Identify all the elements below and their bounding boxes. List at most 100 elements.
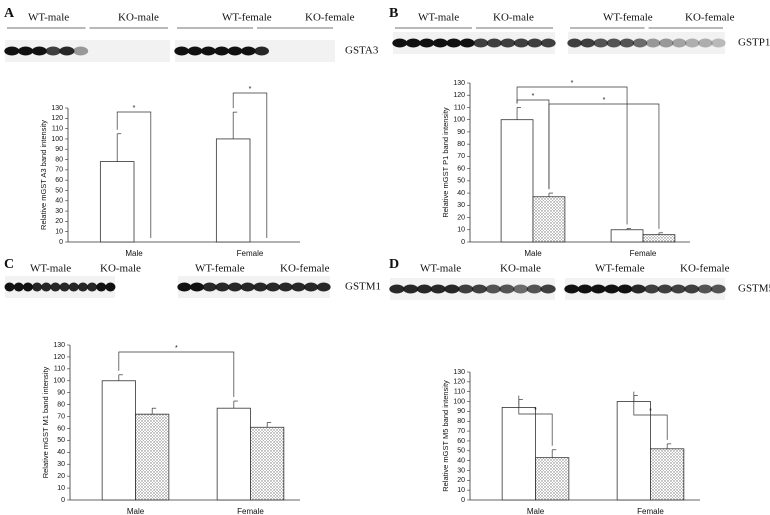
blot-band [201, 46, 216, 56]
panel: A WT-male KO-male WT-female KO-female GSTA3 0 1… [4, 6, 379, 258]
significance-bracket [548, 103, 660, 229]
panel-label: D [389, 257, 399, 272]
blot-band [697, 284, 713, 294]
blot-band [31, 46, 47, 56]
blot-band [711, 284, 726, 294]
blot-band [527, 38, 543, 48]
significance-label: * [249, 86, 252, 93]
blot-band [77, 282, 88, 292]
y-tick-label: 20 [55, 218, 63, 225]
bar [616, 401, 651, 501]
blot-band [32, 282, 43, 292]
x-tick-label: Female [637, 507, 664, 515]
protein-label: GSTA3 [345, 45, 379, 57]
bar [215, 138, 251, 243]
blot-label: WT-male [30, 263, 71, 275]
blot-band [580, 38, 595, 48]
blot-band [50, 282, 61, 292]
y-tick-label: 130 [453, 369, 465, 376]
blot-band [485, 284, 501, 294]
blot-band [416, 284, 432, 294]
blot-band [711, 38, 726, 48]
x-tick-label: Female [237, 249, 264, 258]
blot-band [105, 282, 116, 292]
blot-band [444, 284, 460, 294]
y-tick-label: 40 [55, 198, 63, 205]
blot-band [187, 46, 203, 56]
y-tick-label: 0 [61, 497, 65, 504]
bar [101, 380, 136, 501]
y-tick-label: 50 [457, 178, 465, 185]
y-tick-label: 120 [53, 354, 65, 361]
significance-bracket [633, 391, 668, 440]
blot-strip [5, 40, 170, 62]
significance-label: * [649, 408, 652, 415]
bar [500, 119, 534, 243]
significance-bracket [232, 92, 268, 238]
y-axis-label: Relative mGST A3 band intensity [39, 120, 48, 230]
blot-band [41, 282, 52, 292]
significance-bracket [518, 395, 553, 446]
bar [642, 234, 676, 243]
blot-label: KO-male [100, 263, 141, 275]
y-tick-label: 0 [461, 239, 465, 246]
y-tick-label: 90 [55, 146, 63, 153]
blot-band [619, 38, 635, 48]
blot-band [240, 282, 255, 292]
blot-label: WT-female [603, 12, 653, 24]
y-tick-label: 30 [55, 208, 63, 215]
blot-band [389, 284, 405, 294]
blot-band [577, 284, 593, 294]
y-tick-label: 110 [454, 104, 465, 111]
blot-band [567, 38, 582, 48]
blot-band [486, 38, 502, 48]
blot-label: WT-male [28, 12, 69, 24]
blot-band [513, 284, 529, 294]
blot-band [22, 282, 33, 292]
blot-label: KO-male [500, 263, 541, 275]
y-tick-label: 70 [57, 413, 65, 420]
blot-band [45, 46, 61, 56]
y-tick-label: 10 [457, 487, 465, 494]
protein-label: GSTP1 [738, 37, 770, 49]
y-tick-label: 130 [51, 105, 63, 112]
panel: B WT-male KO-male WT-female KO-female GSTP1 0 1… [389, 6, 770, 258]
blot-band [499, 284, 515, 294]
blot-label: KO-female [680, 263, 730, 275]
y-tick-label: 60 [57, 425, 65, 432]
blot-label: KO-male [493, 12, 534, 24]
blot-band [430, 284, 446, 294]
blot-band [278, 282, 293, 292]
significance-bracket [118, 351, 235, 398]
panel-label: C [4, 257, 14, 272]
blot-band [254, 46, 269, 56]
blot-band [471, 284, 487, 294]
blot-band [304, 282, 318, 292]
blot-band [632, 38, 648, 48]
blot-band [227, 46, 243, 56]
y-tick-label: 0 [461, 497, 465, 504]
blot-band [68, 282, 79, 292]
significance-label: * [603, 97, 606, 104]
x-tick-label: Male [524, 249, 542, 258]
y-tick-label: 70 [457, 153, 465, 160]
y-tick-label: 0 [59, 239, 63, 246]
blot-band [87, 282, 98, 292]
y-tick-label: 130 [453, 80, 465, 87]
y-tick-label: 30 [457, 467, 465, 474]
y-tick-label: 60 [55, 177, 63, 184]
blot-band [419, 38, 435, 48]
y-tick-label: 60 [457, 165, 465, 172]
blot-band [266, 282, 280, 292]
y-tick-label: 40 [457, 457, 465, 464]
y-tick-label: 90 [457, 408, 465, 415]
blot-band [4, 46, 20, 56]
blot-band [59, 46, 75, 56]
blot-band [241, 46, 256, 56]
blot-label: WT-male [420, 263, 461, 275]
bar [135, 413, 170, 501]
y-tick-label: 80 [55, 156, 63, 163]
y-tick-label: 110 [54, 366, 65, 373]
